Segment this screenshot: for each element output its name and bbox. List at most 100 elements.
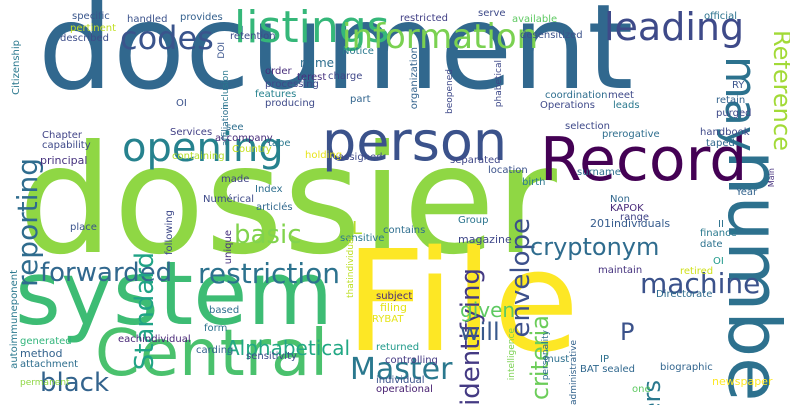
word: holding — [305, 150, 343, 161]
word: 201individuals — [590, 217, 671, 230]
word: retired — [680, 266, 714, 277]
word: form — [204, 323, 228, 334]
word: finance — [700, 228, 737, 239]
word: attachment — [20, 359, 79, 370]
word: unique — [223, 230, 234, 265]
word: sensitivity — [246, 351, 297, 362]
word: P — [620, 318, 635, 346]
word: birth — [522, 177, 546, 188]
word: range — [620, 212, 650, 223]
word: handled — [127, 14, 168, 25]
word: see — [226, 122, 244, 133]
word: separated — [450, 155, 501, 166]
word: subject — [376, 291, 413, 302]
word: Main — [767, 168, 776, 188]
word: name — [300, 56, 335, 70]
word: retention — [230, 31, 276, 42]
word: Index — [255, 184, 283, 195]
word: one — [632, 384, 651, 395]
word: person — [322, 110, 508, 173]
word: leads — [613, 100, 640, 111]
word: maintain — [598, 265, 643, 276]
word: Reference — [768, 30, 790, 151]
word: charge — [328, 71, 363, 82]
word: Alphabetical — [226, 336, 351, 360]
word: phabetical — [494, 60, 504, 108]
word: containing — [172, 151, 225, 162]
word: will — [460, 318, 500, 346]
word: Country — [232, 144, 272, 155]
word: order — [265, 66, 292, 77]
word: producing — [265, 98, 316, 109]
word: listings — [234, 2, 390, 53]
word: OI — [713, 256, 724, 267]
word: Record — [540, 125, 748, 195]
word: serve — [478, 8, 506, 19]
word: taped — [706, 138, 735, 149]
word: individual — [376, 375, 425, 386]
word: meet — [608, 90, 634, 101]
word: restricted — [400, 13, 448, 24]
word: Citizenship — [11, 40, 22, 95]
word: leading — [604, 5, 745, 49]
word: Directorate — [656, 289, 713, 300]
word: RYBAT — [372, 314, 404, 325]
word: biographic — [660, 362, 713, 373]
word: Group — [458, 215, 489, 226]
word: newspaper — [712, 375, 773, 388]
word: following — [164, 210, 175, 255]
word: black — [40, 368, 110, 398]
word: Non — [610, 194, 630, 205]
word: basic — [234, 220, 302, 250]
word: KAPOK — [610, 203, 644, 214]
word: made — [221, 174, 250, 185]
word: Chapter — [42, 130, 82, 141]
word: place — [70, 222, 97, 233]
word: IP — [600, 354, 609, 365]
word: carding — [196, 345, 234, 356]
word: tape — [268, 138, 291, 149]
word: must — [544, 354, 570, 365]
word: BAT sealed — [580, 364, 635, 375]
word: Central — [95, 317, 329, 391]
word: OI — [176, 98, 187, 109]
word: assigned — [338, 152, 383, 163]
word: location — [488, 165, 528, 176]
word: system — [15, 242, 334, 345]
word: forwarded — [40, 258, 173, 288]
word: prerogative — [602, 129, 660, 140]
word: method — [20, 347, 63, 360]
word: part — [350, 94, 371, 105]
word: personality — [541, 330, 551, 381]
word: official — [704, 11, 737, 22]
word: operational — [376, 384, 433, 395]
word: File — [345, 221, 580, 384]
word: articlés — [256, 202, 293, 213]
word: purged — [716, 108, 752, 119]
word: DOI — [217, 42, 227, 59]
word: provides — [180, 12, 223, 23]
word: reporting — [11, 158, 44, 287]
word: surname — [577, 167, 621, 178]
word: II — [718, 219, 724, 230]
word: autoimmuneponent — [9, 270, 20, 369]
word: available — [512, 14, 558, 25]
word: document — [38, 0, 634, 116]
word: codes — [120, 19, 214, 57]
word: desensitized — [520, 30, 583, 41]
word: sensitive — [340, 233, 385, 244]
word: processing — [265, 79, 319, 90]
word: Standard — [130, 252, 160, 371]
word: dossier — [18, 114, 557, 288]
word: specific — [72, 11, 110, 22]
word: handbook — [700, 127, 750, 138]
word: controlling — [385, 355, 438, 366]
word: affiliation — [221, 104, 231, 146]
word: magazine — [458, 233, 512, 246]
word: Services — [170, 127, 213, 138]
word: generated — [20, 336, 72, 347]
word: given — [460, 298, 516, 322]
word: organization — [409, 47, 420, 110]
word: filing — [380, 301, 407, 314]
